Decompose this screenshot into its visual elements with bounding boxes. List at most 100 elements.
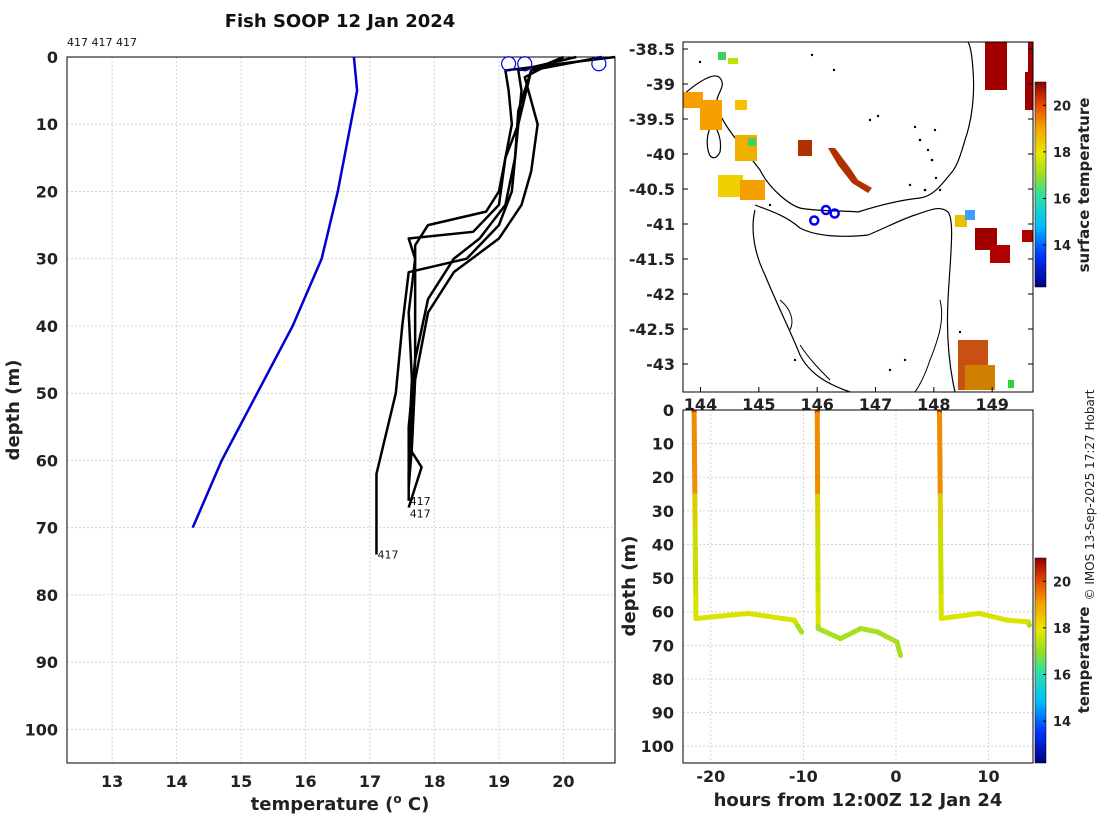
section-x-ticks: -20 -10 0 10 (696, 767, 999, 786)
sst-patch (683, 92, 703, 108)
x-tick-label: 16 (294, 772, 316, 791)
sst-patch (728, 58, 738, 64)
left-x-ticks: 13 14 15 16 17 18 19 20 (101, 772, 575, 791)
section-x-tick-label: -10 (789, 767, 818, 786)
map-x-tick-label: 148 (917, 395, 950, 414)
section-y-tick-label: 40 (652, 535, 674, 554)
climatology-line (191, 56, 359, 529)
map-content (683, 42, 1033, 392)
map-y-ticks: -38.5 -39 -39.5 -40 -40.5 -41 -41.5 -42 -42.5 -43 (629, 40, 1033, 374)
section-y-tick-label: 0 (663, 401, 674, 420)
map-y-tick-label: -40.5 (629, 180, 675, 199)
section-y-tick-label: 80 (652, 670, 674, 689)
coastline-tasmania-north (754, 204, 956, 392)
sst-patch (735, 100, 747, 110)
left-y-ticks: 0 10 20 30 40 50 60 70 80 90 100 (25, 48, 58, 739)
section-colorbar-tick-label: 16 (1053, 668, 1071, 683)
profile-3-label: 417 (377, 549, 398, 562)
x-tick-label: 20 (552, 772, 574, 791)
x-tick-label: 18 (423, 772, 445, 791)
sst-patch (798, 140, 812, 156)
y-tick-label: 10 (36, 115, 58, 134)
sst-patch (990, 245, 1010, 263)
map-y-tick-label: -42.5 (629, 320, 675, 339)
map-x-ticks: 144 145 146 147 148 149 (684, 387, 1009, 414)
profile-4-line (407, 55, 603, 481)
map-x-tick-label: 146 (800, 395, 833, 414)
section-x-tick-label: -20 (696, 767, 725, 786)
copyright-label: © IMOS 13-Sep-2025 17:27 Hobart (1083, 389, 1097, 600)
profile-count-label: 417 417 417 (67, 36, 137, 49)
map-y-tick-label: -39 (646, 75, 675, 94)
map-colorbar-tick-label: 18 (1053, 146, 1071, 161)
section-point (798, 629, 805, 635)
left-x-axis-label-sup: o (393, 792, 401, 806)
section-point (1026, 622, 1032, 628)
y-tick-label: 20 (36, 182, 58, 201)
surface-marker (591, 56, 607, 72)
map-y-tick-label: -40 (646, 145, 675, 164)
sst-patch (748, 138, 756, 146)
sst-patch (1028, 42, 1033, 72)
x-tick-label: 15 (230, 772, 252, 791)
section-y-tick-label: 100 (641, 737, 674, 756)
section-colorbar-tick-label: 18 (1053, 622, 1071, 637)
section-content (691, 410, 1032, 659)
y-tick-label: 100 (25, 720, 58, 739)
x-tick-label: 14 (165, 772, 187, 791)
section-y-ticks: 0 10 20 30 40 50 60 70 80 90 100 (641, 401, 674, 756)
section-colorbar-ticks: 14 16 18 20 (1043, 575, 1071, 730)
map-background (683, 42, 1033, 392)
section-point (897, 652, 904, 659)
map-y-tick-label: -43 (646, 355, 675, 374)
section-points (691, 410, 1032, 659)
y-tick-label: 50 (36, 384, 58, 403)
sst-patch (1022, 230, 1033, 242)
map-frame (682, 41, 1034, 393)
map-colorbar (1034, 81, 1047, 288)
section-y-axis-label: depth (m) (619, 536, 640, 637)
sst-patch (718, 52, 726, 60)
section-y-tick-label: 20 (652, 468, 674, 487)
coastline-east (914, 299, 943, 392)
map-colorbar-label: surface temperature (1075, 98, 1093, 273)
map-colorbar-ticks: 14 16 18 20 (1043, 99, 1071, 254)
profile-5-line (407, 55, 565, 488)
coastline-kings-island (706, 124, 722, 159)
sst-patch (700, 100, 722, 130)
section-colorbar-label: temperature (1075, 607, 1093, 714)
map-colorbar-tick-label: 20 (1053, 99, 1071, 114)
x-tick-label: 17 (359, 772, 381, 791)
y-tick-label: 60 (36, 451, 58, 470)
sst-patch (965, 210, 975, 220)
y-tick-label: 40 (36, 317, 58, 336)
surface-marker (501, 56, 517, 72)
left-y-axis-label: depth (m) (3, 360, 24, 461)
sst-patch (955, 215, 967, 227)
map-y-tick-label: -41 (646, 215, 675, 234)
chart-title: Fish SOOP 12 Jan 2024 (225, 11, 456, 32)
profile-1-line (407, 55, 577, 501)
map-x-tick-label: 149 (975, 395, 1008, 414)
section-y-tick-label: 50 (652, 569, 674, 588)
section-colorbar-tick-label: 20 (1053, 575, 1071, 590)
section-grid (683, 409, 1033, 763)
section-frame (682, 409, 1034, 764)
profile-1-label: 417 (410, 495, 431, 508)
map-y-tick-label: -38.5 (629, 40, 675, 59)
section-x-tick-label: 0 (890, 767, 901, 786)
map-y-tick-label: -42 (646, 285, 675, 304)
sst-patch (985, 42, 1007, 90)
coastline-tasmania-west (752, 209, 851, 392)
sst-patch (740, 180, 765, 200)
section-y-tick-label: 30 (652, 502, 674, 521)
section-y-tick-label: 90 (652, 704, 674, 723)
islands (698, 53, 965, 372)
left-x-axis-label: temperature (o C) (251, 792, 430, 815)
ship-positions (809, 204, 840, 226)
map-y-tick-label: -41.5 (629, 250, 675, 269)
x-tick-label: 19 (488, 772, 510, 791)
sst-patch (718, 175, 743, 197)
